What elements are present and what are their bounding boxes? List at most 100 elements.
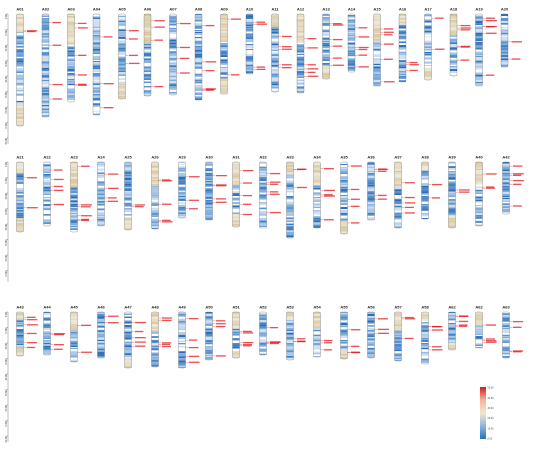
chromosome-band [195, 83, 202, 86]
chromosome-band [169, 18, 177, 20]
chromosome-band [220, 90, 228, 91]
chromosome-band [394, 163, 402, 165]
chromosome-band [394, 189, 402, 190]
chromosome-band [16, 17, 24, 19]
chromosome-band [286, 200, 294, 202]
chromosome-band [124, 353, 132, 356]
chromosome-outline [394, 161, 402, 229]
chromosome-band [97, 164, 105, 167]
chromosome-band [394, 204, 402, 206]
chromosome-band [232, 190, 240, 192]
chromosome-band [178, 324, 186, 327]
chromosome-band [16, 90, 24, 92]
chromosome-band [246, 24, 253, 27]
chromosome-band [340, 327, 348, 329]
chromosome-band [124, 206, 132, 209]
chromosome-band [144, 60, 151, 63]
chromosome-outline [16, 13, 24, 127]
chromosome-band [394, 205, 402, 208]
chromosome-band [502, 185, 510, 188]
gene-label-mark [486, 341, 497, 343]
gene-label-mark [282, 46, 292, 48]
chromosome-band [348, 69, 355, 71]
chromosome-band [67, 64, 75, 66]
chromosome-band [43, 335, 51, 336]
chromosome-band [399, 73, 406, 74]
chromosome-band [421, 358, 429, 361]
scale-tick-label: 20 Mb [6, 192, 8, 199]
chromosome-band [195, 60, 202, 62]
chromosome-A23: A23 [70, 155, 78, 233]
chromosome-band [348, 23, 355, 24]
chromosome-band [271, 40, 279, 43]
chromosome-band [118, 51, 126, 54]
chromosome-band [70, 338, 78, 340]
chromosome-band [205, 318, 213, 320]
chromosome-band [67, 60, 75, 62]
chromosome-A14: A14 [348, 7, 356, 73]
gene-label-mark [78, 54, 87, 57]
chromosome-band [169, 68, 177, 71]
chromosome-band [286, 225, 294, 227]
chromosome-band [394, 177, 402, 180]
chromosome-band [16, 353, 24, 355]
chromosome-band [93, 19, 100, 21]
chromosome-band [286, 331, 294, 333]
chromosome-band [259, 168, 267, 170]
chromosome-band [394, 207, 402, 209]
chromosome-band [259, 212, 267, 214]
chromosome-band [501, 61, 508, 64]
gene-label-mark [81, 165, 90, 167]
chromosome-band [70, 218, 78, 220]
gene-label-mark [243, 213, 253, 216]
gene-label-mark [231, 74, 240, 76]
chromosome-band [421, 170, 429, 172]
chromosome-band [169, 89, 177, 91]
chromosome-band [475, 56, 483, 58]
chromosome-band [43, 193, 51, 196]
chromosome-band [178, 181, 186, 183]
chromosome-band [124, 177, 132, 181]
chromosome-band [259, 175, 267, 177]
chromosome-band [144, 52, 151, 54]
chromosome-band [297, 21, 304, 23]
chromosome-band [399, 68, 406, 70]
gene-label-mark [270, 183, 279, 185]
chromosome-band [16, 216, 24, 219]
chromosome-band [151, 214, 159, 215]
chromosome-band [448, 192, 456, 194]
chromosome-band [97, 176, 105, 179]
chromosome-band [67, 81, 75, 83]
chromosome-band [475, 25, 483, 27]
chromosome-band [313, 314, 321, 316]
chromosome-outline [245, 13, 254, 75]
chromosome-band [286, 348, 294, 351]
chromosome-band [259, 320, 267, 322]
chromosome-band [394, 349, 402, 352]
chromosome-band [421, 197, 429, 199]
chromosome-band [124, 318, 132, 321]
chromosome-band [313, 323, 321, 326]
chromosome-band [501, 25, 508, 27]
chromosome-band [367, 333, 375, 336]
chromosome-band [93, 78, 100, 81]
chromosome-band [421, 184, 429, 186]
chromosome-band [259, 166, 267, 169]
chromosome-band [450, 41, 457, 43]
gene-label-mark [405, 206, 414, 209]
gene-label-mark [243, 203, 252, 205]
gene-label-mark [513, 165, 523, 167]
chromosome-band [178, 346, 186, 348]
chromosome-band [16, 84, 24, 86]
chromosome-band [297, 15, 304, 18]
chromosome-band [259, 316, 267, 319]
chromosome-band [178, 356, 186, 359]
chromosome-band [169, 42, 177, 45]
chromosome-band [313, 224, 321, 226]
chromosome-band [286, 233, 294, 236]
chromosome-band [399, 71, 406, 73]
chromosome-band [475, 85, 483, 86]
chromosome-band [340, 210, 348, 213]
chromosome-band [205, 320, 213, 323]
